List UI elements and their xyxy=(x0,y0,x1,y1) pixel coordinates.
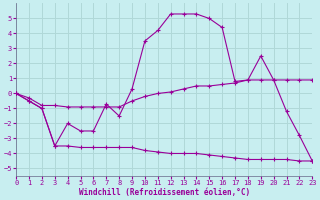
X-axis label: Windchill (Refroidissement éolien,°C): Windchill (Refroidissement éolien,°C) xyxy=(79,188,250,197)
